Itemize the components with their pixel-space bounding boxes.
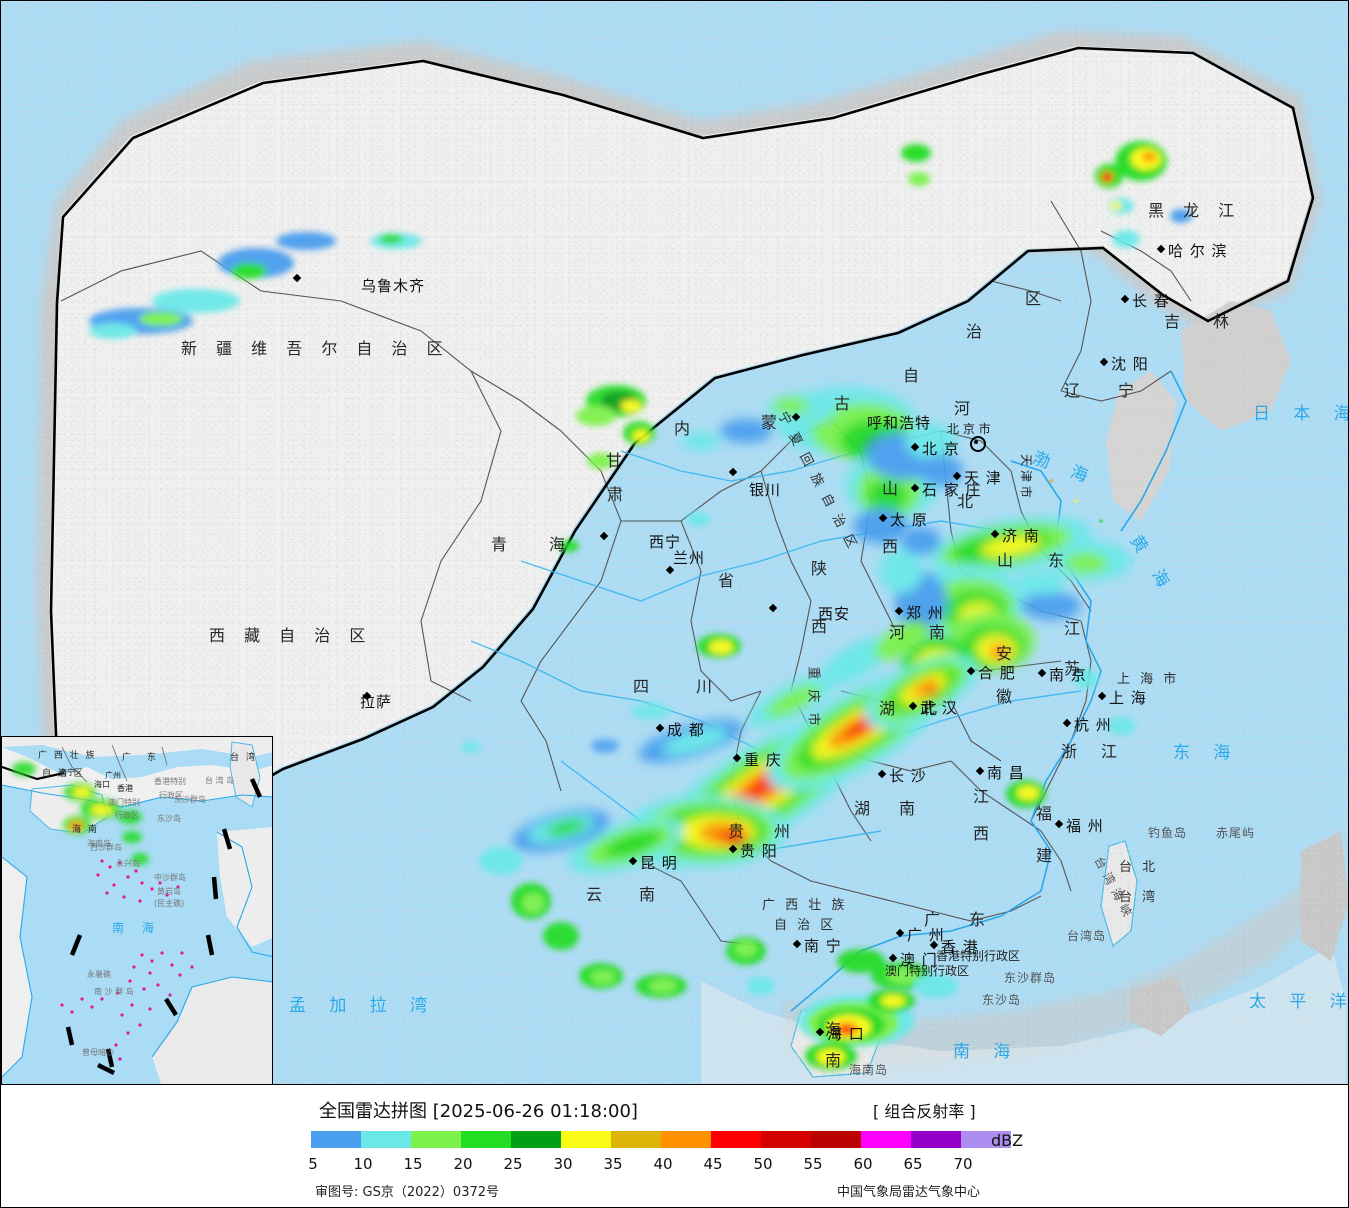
- tick-label-10: 10: [353, 1155, 373, 1173]
- color-swatch-15: [411, 1131, 461, 1148]
- map-approval-number: 审图号: GS京（2022）0372号: [315, 1185, 500, 1200]
- legend-panel: 全国雷达拼图 [2025-06-26 01:18:00] [ 组合反射率 ] d…: [0, 1085, 1349, 1208]
- color-swatch-50: [761, 1131, 811, 1148]
- color-swatch-70: [961, 1131, 1011, 1148]
- tick-label-45: 45: [703, 1155, 723, 1173]
- tick-label-60: 60: [853, 1155, 873, 1173]
- tick-label-40: 40: [653, 1155, 673, 1173]
- color-swatch-5: [311, 1131, 361, 1148]
- tick-label-25: 25: [503, 1155, 523, 1173]
- color-swatch-55: [811, 1131, 861, 1148]
- tick-label-65: 65: [903, 1155, 923, 1173]
- legend-title: 全国雷达拼图 [2025-06-26 01:18:00]: [319, 1101, 638, 1122]
- color-swatch-35: [611, 1131, 661, 1148]
- tick-label-50: 50: [753, 1155, 773, 1173]
- tick-label-30: 30: [553, 1155, 573, 1173]
- color-swatch-30: [561, 1131, 611, 1148]
- color-swatch-25: [511, 1131, 561, 1148]
- color-scale-unit: dBZ: [991, 1131, 1024, 1150]
- tick-label-35: 35: [603, 1155, 623, 1173]
- color-swatch-45: [711, 1131, 761, 1148]
- legend-product-label: [ 组合反射率 ]: [873, 1102, 976, 1121]
- color-scale-ticks: 5 10 15 20 25 30 35 40 45 50 55 60 65 70: [308, 1155, 1011, 1173]
- south-china-sea-inset[interactable]: 广 西 壮 族自 治 区广东台 湾台 湾 岛南宁 广州 海口 香港 香港特别 行政区 澳门特…: [1, 736, 273, 1084]
- tick-label-5: 5: [308, 1155, 318, 1173]
- color-swatch-20: [461, 1131, 511, 1148]
- color-swatch-65: [911, 1131, 961, 1148]
- capital-marker-beijing: [970, 436, 986, 452]
- issuing-agency: 中国气象局雷达气象中心: [837, 1185, 981, 1200]
- radar-map-panel[interactable]: 新 疆 维 吾 尔 自 治 区西 藏 自 治 区青海甘肃省宁 夏 回 族 自 治…: [0, 0, 1349, 1085]
- color-swatch-10: [361, 1131, 411, 1148]
- tick-label-20: 20: [453, 1155, 473, 1173]
- tick-label-55: 55: [803, 1155, 823, 1173]
- tick-label-70: 70: [953, 1155, 973, 1173]
- tick-label-15: 15: [403, 1155, 423, 1173]
- color-scale-bar: [311, 1131, 1011, 1148]
- color-swatch-60: [861, 1131, 911, 1148]
- radar-echo-layer: [89, 141, 1192, 1070]
- color-swatch-40: [661, 1131, 711, 1148]
